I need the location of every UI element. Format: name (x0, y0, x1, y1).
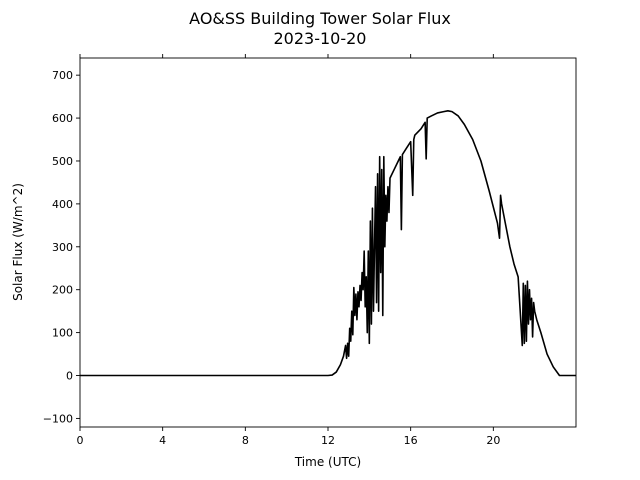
series-line (80, 109, 576, 377)
y-tick-label: 300 (52, 241, 73, 254)
y-tick-label: −100 (43, 412, 73, 425)
x-tick-label: 0 (77, 434, 84, 447)
y-axis-ticks: −100 0 100 200 300 400 500 600 700 (43, 69, 80, 425)
x-axis-label: Time (UTC) (294, 455, 361, 469)
chart-title: AO&SS Building Tower Solar Flux (189, 9, 451, 28)
x-tick-label: 16 (404, 434, 418, 447)
x-tick-label: 8 (242, 434, 249, 447)
y-tick-label: 400 (52, 198, 73, 211)
y-tick-label: 0 (66, 370, 73, 383)
y-tick-label: 600 (52, 112, 73, 125)
plot-frame (79, 57, 577, 428)
y-tick-label: 700 (52, 69, 73, 82)
y-tick-label: 100 (52, 327, 73, 340)
x-tick-label: 4 (159, 434, 166, 447)
x-axis-ticks: 0 4 8 12 16 20 (77, 54, 500, 447)
y-tick-label: 500 (52, 155, 73, 168)
chart-subtitle: 2023-10-20 (274, 29, 367, 48)
y-axis-label: Solar Flux (W/m^2) (11, 183, 25, 301)
x-tick-label: 20 (486, 434, 500, 447)
y-tick-label: 200 (52, 284, 73, 297)
x-tick-label: 12 (321, 434, 335, 447)
